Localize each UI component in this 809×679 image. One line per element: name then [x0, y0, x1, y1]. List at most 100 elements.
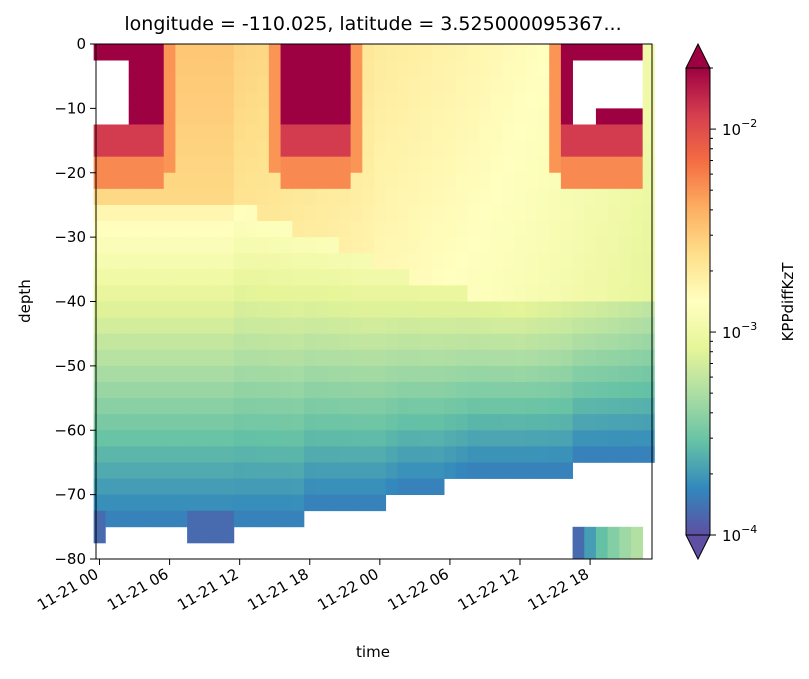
heatmap-cell [245, 478, 258, 496]
heatmap-cell [630, 381, 644, 399]
heatmap-cell [467, 60, 480, 77]
heatmap-cell [280, 317, 293, 335]
heatmap-cell [350, 478, 363, 496]
heatmap-cell [362, 398, 375, 415]
chart-title: longitude = -110.025, latitude = 3.52500… [124, 13, 621, 35]
heatmap-cell [572, 204, 585, 222]
heatmap-cell [467, 349, 480, 367]
heatmap-cell [128, 349, 141, 367]
heatmap-cell [175, 430, 188, 447]
heatmap-cell [152, 237, 165, 254]
heatmap-cell [502, 301, 515, 318]
heatmap-cell [140, 365, 153, 383]
heatmap-cell [444, 269, 457, 286]
heatmap-cell [397, 44, 410, 61]
heatmap-cell [584, 349, 597, 367]
x-tick-label: 11-22 06 [385, 565, 452, 614]
heatmap-cell [315, 285, 328, 302]
heatmap-cell [374, 140, 387, 158]
heatmap-cell [514, 204, 527, 222]
heatmap-cell [222, 285, 235, 302]
heatmap-cell [455, 124, 468, 141]
heatmap-cell [140, 204, 153, 222]
heatmap-cell [315, 172, 328, 190]
heatmap-cell [572, 301, 585, 318]
heatmap-cell [338, 221, 352, 238]
heatmap-cell [222, 398, 235, 415]
heatmap-cell [397, 430, 410, 447]
heatmap-cell [502, 446, 515, 463]
heatmap-cell [187, 462, 200, 479]
heatmap-cell [514, 188, 527, 206]
heatmap-cell [303, 414, 316, 431]
heatmap-cell [117, 430, 130, 447]
heatmap-cell [152, 188, 165, 206]
heatmap-cell [514, 301, 527, 318]
heatmap-cell [467, 76, 480, 93]
heatmap-cell [222, 381, 235, 399]
heatmap-cell [584, 381, 597, 399]
heatmap-cell [420, 365, 433, 383]
heatmap-cell [584, 526, 597, 544]
heatmap-cell [642, 317, 655, 335]
heatmap-cell [397, 124, 410, 141]
heatmap-cell [257, 478, 270, 496]
heatmap-cell [572, 140, 585, 158]
heatmap-cell [163, 76, 176, 93]
heatmap-cell [455, 414, 468, 431]
heatmap-cell [350, 333, 363, 351]
heatmap-cell [607, 446, 620, 463]
heatmap-cell [128, 237, 141, 254]
heatmap-cell [467, 172, 480, 190]
heatmap-cell [245, 446, 258, 463]
heatmap-cell [187, 124, 200, 141]
heatmap-cell [549, 172, 562, 190]
heatmap-cell [210, 301, 223, 318]
heatmap-cell [163, 494, 176, 512]
heatmap-cell [175, 446, 188, 463]
heatmap-cell [292, 204, 305, 222]
heatmap-cell [420, 204, 433, 222]
heatmap-cell [338, 124, 352, 141]
heatmap-cell [163, 317, 176, 335]
heatmap-cell [549, 156, 562, 174]
heatmap-cell [560, 381, 573, 399]
heatmap-cell [467, 269, 480, 286]
heatmap-cell [560, 462, 573, 479]
heatmap-cell [222, 108, 235, 125]
heatmap-cell [397, 462, 410, 479]
heatmap-cell [315, 349, 328, 367]
heatmap-cell [140, 317, 153, 335]
heatmap-cell [560, 398, 573, 415]
heatmap-cell [257, 60, 270, 77]
y-tick-label: −10 [54, 99, 86, 117]
heatmap-cell [584, 317, 597, 335]
heatmap-cell [245, 156, 258, 174]
heatmap-cell [210, 172, 223, 190]
heatmap-cell [105, 204, 118, 222]
heatmap-cell [268, 285, 281, 302]
heatmap-cell [187, 269, 200, 286]
y-tick-label: −80 [54, 550, 86, 568]
heatmap-cell [327, 76, 340, 93]
heatmap-cell [187, 365, 200, 383]
heatmap-cell [584, 237, 597, 254]
heatmap-cell [502, 124, 515, 141]
heatmap-cell [584, 172, 597, 190]
heatmap-cell [338, 333, 352, 351]
heatmap-cell [514, 221, 527, 238]
heatmap-cell [198, 526, 211, 544]
heatmap-cell [175, 92, 188, 109]
heatmap-cell [572, 269, 585, 286]
heatmap-cell [420, 349, 433, 367]
heatmap-cell [444, 44, 457, 61]
heatmap-cell [432, 140, 445, 158]
heatmap-cell [210, 365, 223, 383]
heatmap-cell [397, 60, 410, 77]
heatmap-cell [397, 398, 410, 415]
heatmap-cell [595, 269, 609, 286]
heatmap-cell [198, 349, 211, 367]
heatmap-cell [175, 204, 188, 222]
heatmap-cell [245, 301, 258, 318]
heatmap-cell [537, 285, 550, 302]
